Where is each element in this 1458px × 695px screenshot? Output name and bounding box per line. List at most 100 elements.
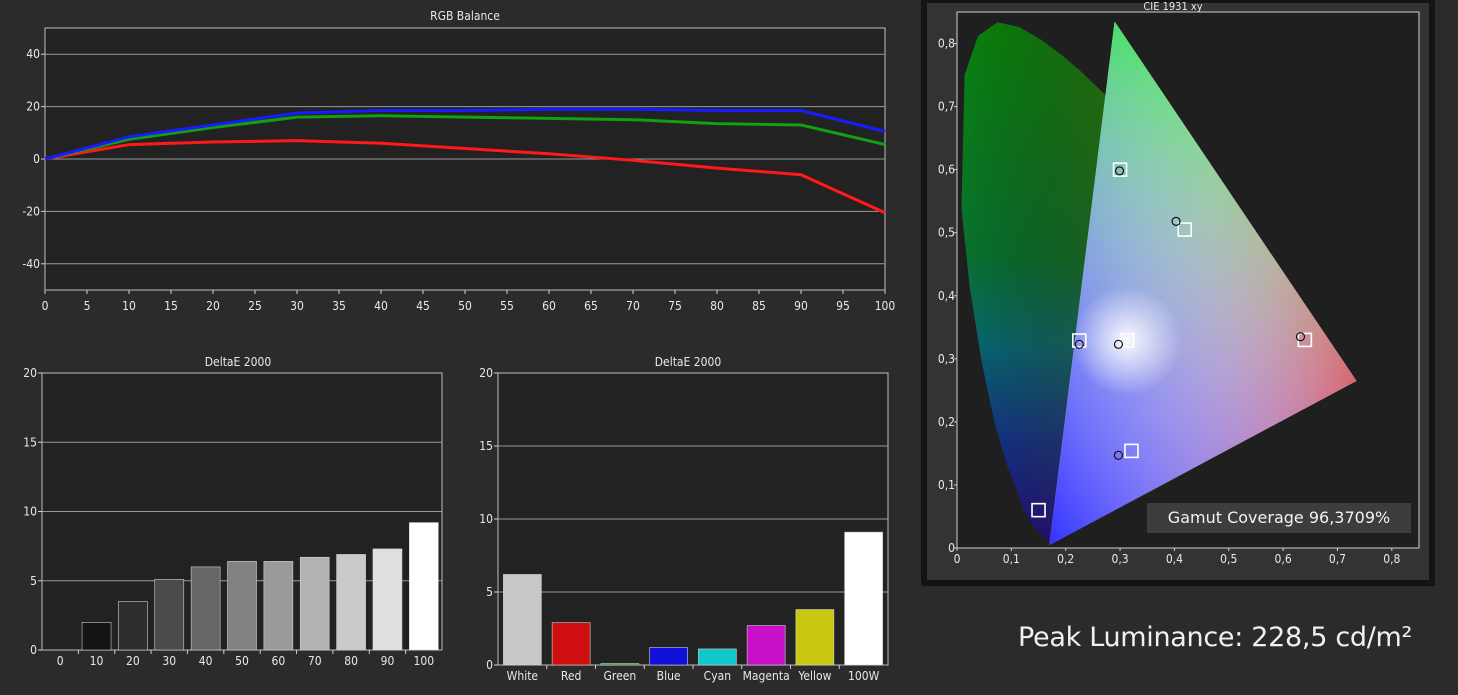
colors-xtick-label: Yellow — [797, 669, 831, 683]
rgb-xtick-label: 0 — [42, 299, 49, 313]
cie-chart-title: CIE 1931 xy — [1143, 0, 1202, 13]
grayscale-bar — [336, 554, 366, 651]
colors-ytick-label: 10 — [479, 512, 493, 526]
grayscale-xtick-label: 50 — [235, 654, 249, 668]
rgb-xtick-label: 20 — [206, 299, 220, 313]
cie-target-square — [1071, 333, 1087, 348]
rgb-xtick-label: 95 — [836, 299, 850, 313]
colors-xtick-label: Red — [561, 669, 581, 683]
rgb-xtick-label: 15 — [164, 299, 178, 313]
grayscale-ytick-label: 20 — [23, 366, 37, 380]
rgb-ytick-label: -40 — [22, 257, 40, 271]
grayscale-xtick-label: 80 — [344, 654, 358, 668]
rgb-ytick-label: 20 — [26, 100, 40, 114]
colors-ytick-label: 15 — [479, 439, 493, 453]
cie-measured-point — [1113, 450, 1124, 460]
grayscale-xtick-label: 30 — [162, 654, 176, 668]
cie-measured-point — [1295, 332, 1306, 342]
cie-ytick-label: 0,3 — [938, 352, 955, 366]
cie-target-square — [1177, 222, 1193, 237]
cie-measured-point — [1113, 339, 1124, 349]
grayscale-bar — [154, 579, 185, 651]
rgb-xtick-label: 25 — [248, 299, 262, 313]
grayscale-bar — [81, 621, 112, 651]
cie-ytick-label: 0,5 — [938, 226, 955, 240]
rgb-xtick-label: 35 — [332, 299, 346, 313]
rgb-series-line-0 — [44, 139, 886, 215]
colors-xtick-label: White — [507, 669, 539, 683]
rgb-series-line-1 — [44, 114, 886, 161]
cie-xtick-label: 0,4 — [1166, 552, 1183, 566]
cie-ytick-label: 0,4 — [938, 289, 955, 303]
rgb-xtick-label: 50 — [458, 299, 472, 313]
cie-ytick-label: 0,7 — [938, 100, 955, 114]
rgb-xtick-label: 90 — [794, 299, 808, 313]
colors-bar — [551, 622, 591, 666]
grayscale-ytick-label: 0 — [30, 643, 37, 657]
rgb-xtick-label: 10 — [122, 299, 136, 313]
cie-ytick-label: 0,8 — [938, 37, 955, 51]
colors-ytick-label: 5 — [486, 585, 493, 599]
cie-xtick-label: 0,5 — [1220, 552, 1237, 566]
grayscale-bar — [118, 601, 148, 651]
rgb-xtick-label: 55 — [500, 299, 514, 313]
cie-xtick-label: 0 — [954, 552, 961, 566]
cie-xtick-label: 0,7 — [1329, 552, 1346, 566]
rgb-xtick-label: 100 — [875, 299, 896, 313]
colors-xtick-label: Cyan — [704, 669, 731, 683]
colors-bar — [698, 648, 737, 666]
colors-chart-title: DeltaE 2000 — [655, 355, 722, 369]
grayscale-xtick-label: 60 — [271, 654, 285, 668]
rgb-ytick-label: 0 — [33, 152, 40, 166]
grayscale-bar — [263, 561, 294, 651]
colors-bar — [649, 647, 688, 666]
cie-xtick-label: 0,6 — [1275, 552, 1292, 566]
rgb-xtick-label: 80 — [710, 299, 724, 313]
colors-ytick-label: 0 — [486, 658, 493, 672]
rgb-xtick-label: 65 — [584, 299, 598, 313]
grayscale-xtick-label: 10 — [90, 654, 104, 668]
cie-ytick-label: 0,6 — [938, 163, 955, 177]
rgb-xtick-label: 60 — [542, 299, 556, 313]
cie-xtick-label: 0,8 — [1383, 552, 1400, 566]
grayscale-xtick-label: 20 — [126, 654, 140, 668]
rgb-series-line-2 — [44, 107, 886, 161]
colors-ytick-label: 20 — [479, 366, 493, 380]
grayscale-bar — [372, 548, 403, 651]
rgb-ytick-label: 40 — [26, 47, 40, 61]
colors-xtick-label: Magenta — [743, 669, 790, 683]
grayscale-bar — [227, 561, 257, 651]
rgb-xtick-label: 5 — [84, 299, 91, 313]
peak-luminance-label: Peak Luminance: 228,5 cd/m² — [1018, 622, 1413, 653]
grayscale-xtick-label: 70 — [308, 654, 322, 668]
cie-chart: CIE 1931 xy 0,8 0,7 0,6 0,5 0,4 0,3 0,2 0,1 0 0 0… — [921, 0, 1435, 586]
colors-bar — [746, 625, 786, 666]
grayscale-xtick-label: 0 — [57, 654, 64, 668]
cie-white-glow — [1071, 285, 1182, 396]
rgb-xtick-label: 75 — [668, 299, 682, 313]
cie-ytick-label: 0,2 — [938, 415, 955, 429]
rgb-xtick-label: 70 — [626, 299, 640, 313]
colors-xtick-label: 100W — [848, 669, 880, 683]
cie-target-square — [1124, 443, 1139, 459]
grayscale-bar — [190, 566, 221, 651]
rgb-chart-title: RGB Balance — [430, 9, 500, 23]
grayscale-ytick-label: 15 — [23, 435, 37, 449]
rgb-xtick-label: 30 — [290, 299, 304, 313]
deltae-colors-chart: DeltaE 2000 20 15 10 5 0 White Red Green Blue Cy… — [479, 355, 889, 683]
colors-bar — [795, 609, 835, 666]
rgb-xtick-label: 40 — [374, 299, 388, 313]
colors-xtick-label: Green — [604, 669, 637, 683]
grayscale-bar — [299, 556, 330, 651]
rgb-ytick-label: -20 — [22, 204, 40, 218]
colors-bar — [600, 663, 640, 666]
rgb-xtick-label: 85 — [752, 299, 766, 313]
grayscale-bar — [409, 522, 439, 651]
cie-ytick-label: 0 — [948, 541, 955, 555]
cie-measured-point — [1074, 339, 1084, 349]
cie-xtick-label: 0,3 — [1111, 552, 1128, 566]
cie-xtick-label: 0,1 — [1003, 552, 1020, 566]
cie-xtick-label: 0,2 — [1057, 552, 1074, 566]
colors-bar — [503, 574, 542, 666]
